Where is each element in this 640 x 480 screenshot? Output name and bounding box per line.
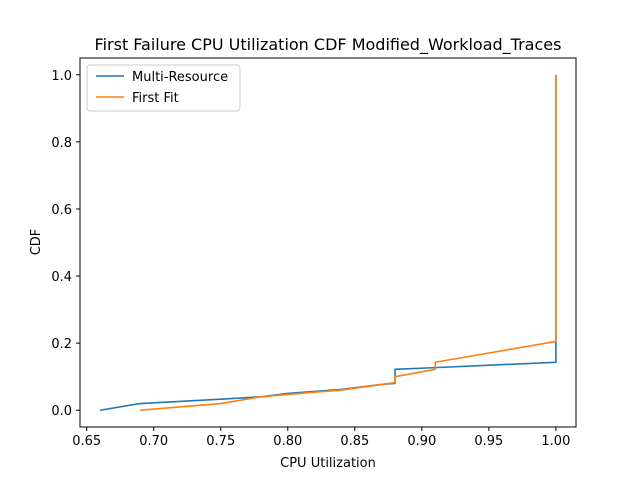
x-tick-label: 0.75 (206, 434, 235, 449)
x-tick-label: 0.95 (474, 434, 503, 449)
chart-title: First Failure CPU Utilization CDF Modifi… (95, 35, 562, 55)
y-tick-label: 1.0 (51, 69, 72, 84)
y-axis-label: CDF (29, 229, 44, 256)
y-tick-label: 0.4 (51, 270, 72, 285)
x-tick-label: 0.65 (72, 434, 101, 449)
x-tick-label: 0.70 (139, 434, 168, 449)
plot-lines (99, 74, 557, 412)
legend-label-multi-resource: Multi-Resource (132, 70, 228, 85)
plot-frame (79, 57, 577, 428)
x-tick-label: 1.00 (541, 434, 570, 449)
legend-box (86, 64, 241, 112)
x-tick-label: 0.85 (340, 434, 369, 449)
series-line-first-fit (140, 74, 557, 412)
legend: Multi-Resource First Fit (86, 64, 241, 112)
y-tick-label: 0.8 (51, 136, 72, 151)
x-tick-label: 0.80 (273, 434, 302, 449)
x-tick-label: 0.90 (407, 434, 436, 449)
y-tick-label: 0.2 (51, 337, 72, 352)
x-axis-label: CPU Utilization (280, 456, 376, 471)
x-axis-ticks: 0.65 0.70 0.75 0.80 0.85 0.90 0.95 1.00 (72, 427, 570, 449)
y-tick-label: 0.0 (51, 404, 72, 419)
legend-label-first-fit: First Fit (132, 91, 179, 106)
y-tick-label: 0.6 (51, 203, 72, 218)
y-axis-ticks: 0.0 0.2 0.4 0.6 0.8 1.0 (51, 69, 80, 419)
